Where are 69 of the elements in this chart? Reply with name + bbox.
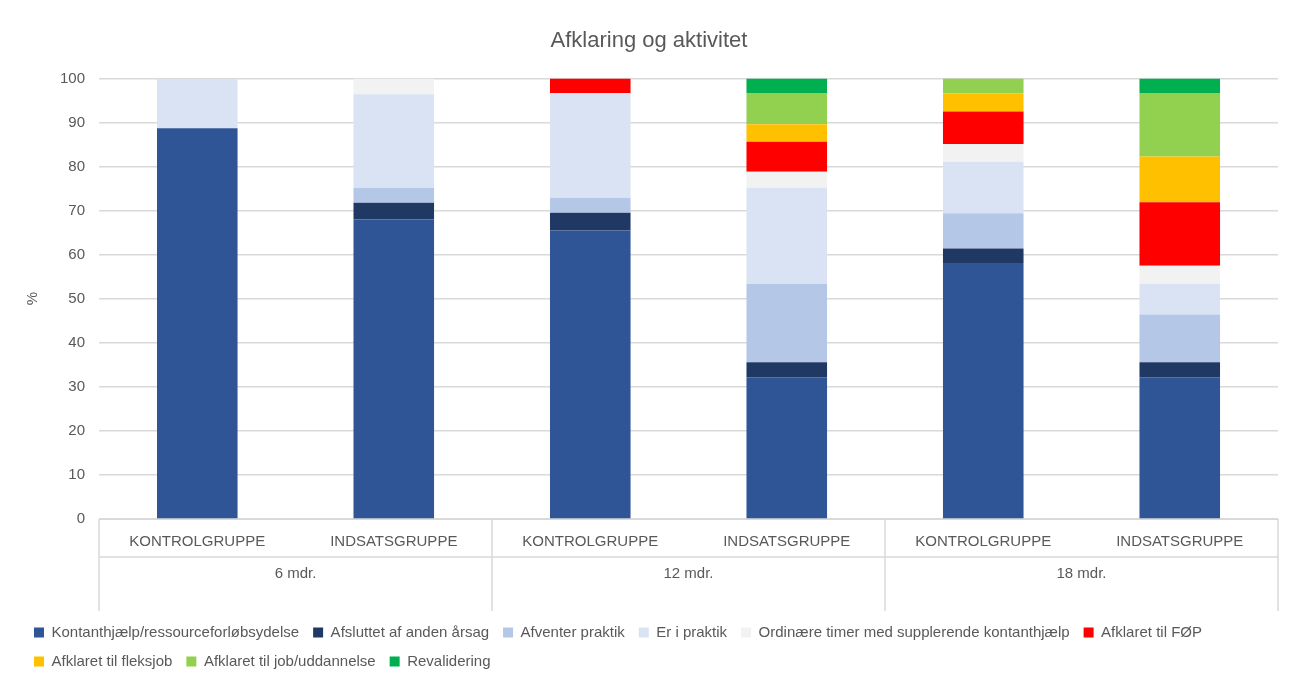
bar: [549, 230, 631, 519]
x-tick-label: INDSATSGRUPPE: [330, 532, 458, 550]
legend-label: Afsluttet af anden årsag: [330, 622, 490, 640]
y-tick-label: 10: [68, 465, 86, 483]
bar: [746, 141, 828, 172]
bar: [1139, 92, 1221, 157]
bar: [549, 78, 631, 93]
legend-label: Er i praktik: [656, 622, 728, 640]
bar: [156, 78, 238, 129]
bar: [353, 219, 435, 519]
bar: [1139, 362, 1221, 378]
x-tick-label: KONTROLGRUPPE: [129, 532, 266, 550]
bar: [1139, 265, 1221, 284]
bar: [942, 263, 1024, 519]
bar: [746, 171, 828, 188]
bar: [353, 187, 435, 203]
legend-label: Afklaret til FØP: [1101, 622, 1202, 640]
bar: [942, 111, 1024, 145]
bar: [942, 144, 1024, 162]
text: 18 mdr.: [1056, 564, 1107, 582]
y-tick-label: 50: [68, 288, 86, 306]
x-tick-label: KONTROLGRUPPE: [915, 532, 1052, 550]
y-tick-label: 30: [68, 376, 86, 394]
bar: [746, 187, 828, 284]
bar: [353, 94, 435, 188]
y-axis-title: %: [23, 292, 41, 306]
bar: [353, 78, 435, 95]
bar: [746, 283, 828, 363]
legend-label: Afklaret til fleksjob: [51, 651, 173, 669]
x-tick-label: INDSATSGRUPPE: [1116, 532, 1244, 550]
bar: [942, 93, 1024, 112]
bar: [156, 128, 238, 519]
bar: [746, 78, 828, 93]
y-tick-label: 40: [68, 332, 86, 350]
bar: [549, 197, 631, 213]
bar: [1139, 377, 1221, 519]
y-tick-label: 60: [68, 244, 86, 262]
bar: [942, 78, 1024, 94]
legend-label: Afventer praktik: [520, 622, 626, 640]
bar: [1139, 283, 1221, 315]
y-tick-label: 70: [68, 200, 86, 218]
x-tick-label: KONTROLGRUPPE: [522, 532, 659, 550]
bar: [942, 161, 1024, 214]
legend-label: Revalidering: [407, 651, 491, 669]
bar: [746, 92, 828, 125]
bar: [942, 213, 1024, 249]
y-tick-label: 0: [76, 509, 86, 527]
bar: [746, 124, 828, 142]
y-tick-label: 90: [68, 112, 86, 130]
bar: [1139, 314, 1221, 363]
bar: [1139, 202, 1221, 266]
bar: [353, 202, 435, 220]
chart-title: Afklaring og aktivitet: [550, 27, 748, 53]
y-tick-label: 80: [68, 156, 86, 174]
bar: [746, 362, 828, 378]
text: 12 mdr.: [663, 564, 714, 582]
bar: [549, 212, 631, 231]
bar: [746, 377, 828, 519]
bar: [942, 248, 1024, 264]
bar: [1139, 156, 1221, 203]
y-tick-label: 20: [68, 421, 86, 439]
legend-label: Kontanthjælp/ressourceforløbsydelse: [51, 622, 300, 640]
bar: [1139, 78, 1221, 93]
bar: [549, 92, 631, 198]
legend-label: Ordinære timer med supplerende kontanthjælp: [758, 622, 1070, 640]
text: 6 mdr.: [274, 564, 317, 582]
x-tick-label: INDSATSGRUPPE: [723, 532, 851, 550]
legend-label: Afklaret til job/uddannelse: [203, 651, 376, 669]
y-tick-label: 100: [60, 68, 86, 86]
